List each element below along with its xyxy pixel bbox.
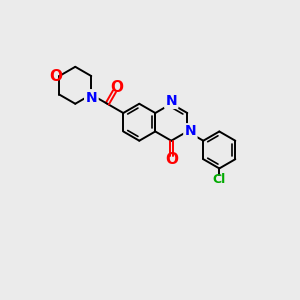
Text: N: N [85,91,97,105]
Text: N: N [85,91,97,105]
Text: O: O [49,68,62,83]
Text: N: N [184,124,196,139]
Text: N: N [166,94,177,108]
Text: Cl: Cl [213,173,226,187]
Text: O: O [165,152,178,167]
Text: O: O [110,80,123,95]
